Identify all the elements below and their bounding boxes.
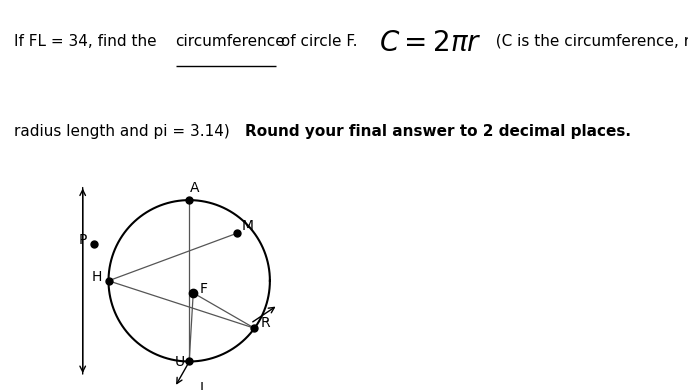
Text: If FL = 34, find the: If FL = 34, find the [14,34,161,49]
Text: radius length and pi = 3.14): radius length and pi = 3.14) [14,124,239,138]
Text: R: R [261,316,270,330]
Text: (C is the circumference, r is the: (C is the circumference, r is the [486,34,688,49]
Text: circumference: circumference [175,34,286,49]
Text: $C = 2\pi r$: $C = 2\pi r$ [379,29,482,57]
Text: U: U [175,355,184,369]
Text: P: P [78,234,87,248]
Text: A: A [190,181,200,195]
Text: of circle F.: of circle F. [276,34,357,49]
Text: Round your final answer to 2 decimal places.: Round your final answer to 2 decimal pla… [245,124,631,138]
Text: M: M [242,219,254,233]
Text: H: H [92,270,103,284]
Text: F: F [200,282,208,296]
Text: L: L [200,381,208,390]
